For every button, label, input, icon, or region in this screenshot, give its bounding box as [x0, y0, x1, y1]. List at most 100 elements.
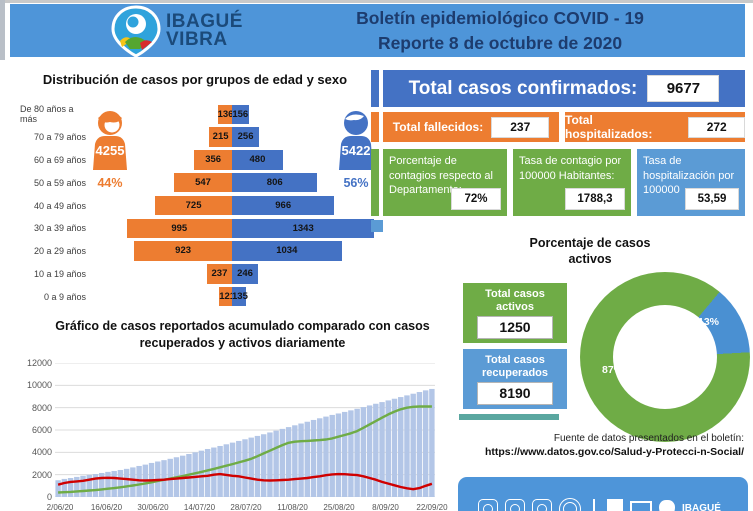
contagion-rate-value: 1788,3: [565, 188, 625, 210]
x-tick-label: 28/07/20: [230, 503, 262, 511]
ibague-vibra-logo: IBAGUÉ VIBRA: [110, 5, 243, 57]
x-tick-label: 30/06/20: [137, 503, 169, 511]
pyramid-row: 50 a 59 años 547 806: [20, 171, 378, 194]
x-tick-label: 14/07/20: [183, 503, 216, 511]
data-source-url: https://www.datos.gov.co/Salud-y-Protecc…: [484, 446, 744, 458]
male-icon: [339, 111, 373, 170]
age-group-label: 40 a 49 años: [33, 200, 86, 211]
male-bar-value: 806: [266, 176, 283, 188]
footer-icons: IBAGUÉ: [478, 498, 721, 511]
logo-line2: VIBRA: [166, 29, 228, 50]
male-bar: 246: [232, 264, 259, 284]
hospitalization-rate-value: 53,59: [685, 188, 739, 210]
total-hospitalized-banner: Total hospitalizados: 272: [565, 112, 745, 142]
total-active-label-line1: Total casos: [485, 288, 545, 300]
data-source-label: Fuente de datos presentados en el boletí…: [553, 433, 744, 444]
male-bar: 156: [232, 104, 249, 125]
donut-label-active: 13%: [698, 316, 720, 328]
logo-line1: IBAGUÉ: [166, 11, 243, 32]
total-active-value: 1250: [477, 316, 553, 339]
social-icon-1: [478, 499, 498, 511]
total-confirmed-value: 9677: [647, 75, 720, 102]
female-total-indicator: 4255 44%: [84, 110, 136, 190]
age-group-label: 70 a 79 años: [33, 132, 86, 143]
male-bar: 806: [232, 172, 318, 193]
total-active-box: Total casos activos 1250: [463, 283, 567, 343]
y-tick-label: 12000: [26, 358, 52, 368]
page-top-border: [0, 0, 753, 3]
total-deaths-value: 237: [491, 116, 550, 138]
male-bar: 1034: [232, 241, 342, 261]
female-percent: 44%: [97, 176, 123, 190]
y-tick-label: 10000: [26, 380, 52, 391]
hospitalization-rate-label: Tasa de hospitalización por 100000: [643, 155, 735, 196]
contagion-rate-label: Tasa de contagio por 100000 Habitantes:: [519, 155, 622, 182]
data-source: Fuente de datos presentados en el boletí…: [420, 433, 744, 458]
total-deaths-banner: Total fallecidos: 237: [383, 112, 559, 142]
female-bar-value: 121: [219, 290, 236, 302]
timeline-chart-title: Gráfico de casos reportados acumulado co…: [55, 319, 430, 350]
x-tick-label: 22/09/20: [416, 503, 448, 511]
crest-icon: [607, 499, 623, 511]
male-bar-value: 1034: [276, 245, 298, 257]
decorative-strip-green: [371, 149, 379, 216]
logo-text: IBAGUÉ VIBRA: [166, 11, 243, 50]
pyramid-chart-title: Distribución de casos por grupos de edad…: [42, 72, 348, 87]
female-bar-value: 136: [217, 108, 234, 120]
age-group-label: 10 a 19 años: [33, 268, 86, 279]
timeline-y-axis: 0 2000 4000 6000 8000 10000 12000: [20, 358, 52, 502]
social-icon-3: [532, 499, 552, 511]
male-percent: 56%: [343, 176, 369, 190]
social-icon-2: [505, 499, 525, 511]
age-group-label: 50 a 59 años: [33, 177, 86, 188]
active-cases-title: Porcentaje de casos activos: [495, 235, 685, 267]
total-hospitalized-value: 272: [688, 116, 745, 138]
female-bar-value: 215: [212, 131, 229, 143]
pyramid-row: De 80 años a más 136 156: [20, 103, 378, 126]
x-tick-label: 2/06/20: [46, 503, 74, 511]
total-active-label-line2: activos: [496, 301, 534, 313]
total-recovered-value: 8190: [477, 382, 553, 405]
female-bar: 995: [126, 218, 232, 239]
contagion-rate-box: Tasa de contagio por 100000 Habitantes: …: [513, 149, 631, 216]
bulletin-title: Boletín epidemiológico COVID - 19 Report…: [280, 6, 720, 56]
female-bar: 356: [194, 150, 232, 170]
dept-percentage-box: Porcentaje de contagios respecto al Depa…: [383, 149, 507, 216]
age-group-label: 60 a 69 años: [33, 154, 86, 165]
male-total-indicator: 5422 56%: [330, 110, 382, 190]
age-group-label: 20 a 29 años: [33, 246, 86, 257]
y-tick-label: 2000: [31, 469, 52, 480]
male-bar: 1343: [232, 218, 375, 239]
male-total: 5422: [341, 143, 371, 158]
total-confirmed-banner: Total casos confirmados: 9677: [383, 70, 745, 107]
total-recovered-label-line2: recuperados: [481, 367, 549, 379]
footer-divider: [593, 499, 595, 511]
male-bar-value: 966: [275, 199, 292, 211]
bulletin-title-line1: Boletín epidemiológico COVID - 19: [356, 7, 644, 28]
pyramid-row: 60 a 69 años 356 480: [20, 149, 378, 172]
active-cases-donut-chart: 13% 87%: [580, 272, 750, 442]
male-bar-value: 256: [237, 131, 254, 143]
pin-logo-icon: [659, 500, 675, 511]
male-bar: 480: [232, 150, 283, 170]
dept-percentage-value: 72%: [451, 188, 501, 210]
female-bar: 237: [206, 264, 232, 284]
total-deaths-label: Total fallecidos:: [392, 120, 484, 134]
y-tick-label: 0: [46, 492, 52, 502]
total-hospitalized-label: Total hospitalizados:: [565, 113, 653, 141]
pyramid-row: 20 a 29 años 923 1034: [20, 240, 378, 263]
age-group-label: 30 a 39 años: [33, 223, 86, 234]
female-bar-value: 923: [175, 245, 192, 257]
female-bar: 215: [209, 127, 232, 147]
hospitalization-rate-box: Tasa de hospitalización por 100000 53,59: [637, 149, 745, 216]
x-tick-label: 16/06/20: [90, 503, 123, 511]
timeline-svg: [55, 362, 435, 498]
active-cases-title-line1: Porcentaje de casos: [529, 236, 651, 250]
ibague-pin-icon: [111, 5, 161, 57]
bulletin-title-line2: Reporte 8 de octubre de 2020: [377, 32, 623, 53]
total-confirmed-label: Total casos confirmados:: [408, 77, 638, 99]
age-sex-pyramid-chart: De 80 años a más 136 156 70 a 79 años 215 256…: [20, 103, 378, 309]
female-bar: 725: [155, 195, 232, 216]
pyramid-row: 40 a 49 años 725 966: [20, 194, 378, 217]
